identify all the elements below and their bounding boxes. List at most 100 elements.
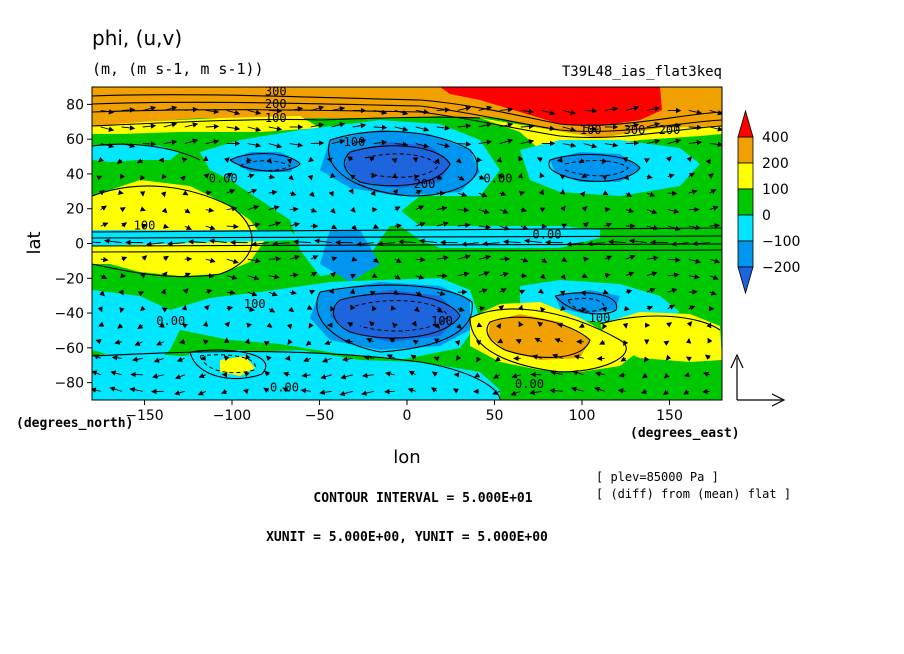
wind-vector — [604, 206, 611, 213]
colorbar-label: 200 — [762, 156, 789, 172]
wind-vector — [517, 304, 523, 311]
wind-vector — [142, 105, 157, 112]
wind-vector — [562, 142, 577, 148]
wind-vector — [398, 239, 416, 245]
wind-vector — [394, 126, 409, 132]
wind-vector — [121, 125, 136, 131]
wind-vector — [247, 173, 255, 179]
wind-vector — [289, 190, 297, 197]
wind-vector — [624, 305, 630, 312]
wind-vector — [578, 322, 585, 328]
wind-vector — [329, 207, 336, 214]
filled-region — [320, 230, 380, 282]
wind-vector — [377, 240, 395, 247]
wind-vector — [100, 109, 115, 115]
wind-vector — [667, 122, 682, 129]
wind-vector — [433, 356, 440, 362]
wind-vector — [604, 272, 611, 279]
wind-vector — [602, 289, 609, 295]
reference-vector — [730, 353, 786, 407]
wind-vector — [289, 222, 301, 228]
wind-vector — [455, 157, 462, 164]
wind-vector — [539, 172, 545, 179]
wind-vector — [436, 107, 451, 113]
wind-vector — [247, 142, 262, 148]
wind-vector — [184, 208, 191, 214]
wind-vector — [579, 191, 586, 198]
wind-vector — [161, 271, 168, 278]
wind-vector — [288, 174, 294, 181]
wind-vector — [306, 304, 313, 310]
wind-vector — [181, 156, 188, 163]
wind-vector — [646, 191, 656, 197]
wind-vector — [331, 122, 346, 128]
wind-vector — [268, 273, 280, 280]
y-tick-label: 0 — [75, 237, 84, 253]
wind-vector — [520, 139, 535, 145]
wind-vector — [538, 189, 544, 196]
wind-vector — [452, 388, 459, 394]
wind-vector — [540, 306, 546, 313]
wind-vector — [560, 205, 566, 212]
wind-vector — [163, 122, 178, 128]
wind-vector — [366, 338, 374, 344]
wind-vector — [646, 106, 661, 112]
filled-region — [92, 144, 180, 162]
wind-vector — [394, 141, 409, 148]
wind-vector — [303, 356, 311, 362]
wind-vector — [136, 158, 143, 164]
wind-vector — [557, 322, 563, 328]
wind-vector — [641, 373, 648, 379]
wind-vector — [226, 110, 241, 116]
colorbar-label: −100 — [762, 234, 800, 250]
wind-vector — [549, 387, 563, 394]
wind-vector — [226, 258, 239, 264]
colorbar-label: 100 — [762, 182, 789, 198]
wind-vector — [162, 255, 169, 262]
wind-vector — [415, 221, 426, 228]
wind-vector — [394, 274, 401, 280]
contour-line — [92, 185, 253, 278]
note-plev: [ plev=85000 Pa ] — [596, 470, 719, 484]
wind-vector — [412, 339, 419, 346]
wind-vector — [268, 108, 283, 114]
wind-vector — [118, 289, 124, 296]
wind-vector — [205, 289, 213, 295]
wind-vector — [499, 225, 510, 231]
wind-vector — [347, 322, 354, 328]
wind-vector — [554, 338, 563, 344]
wind-vector — [510, 390, 521, 396]
wind-vector — [578, 158, 585, 164]
wind-vector — [623, 174, 630, 181]
x-tick-label: 50 — [486, 408, 504, 424]
wind-vector — [604, 222, 612, 228]
wind-vector — [371, 272, 378, 278]
wind-vector — [617, 388, 626, 394]
wind-vector — [100, 222, 109, 228]
wind-vector — [559, 174, 566, 180]
wind-vector — [289, 106, 304, 112]
wind-vector — [370, 189, 376, 197]
wind-vector — [209, 238, 227, 244]
wind-vector — [688, 109, 703, 115]
wind-vector — [552, 353, 563, 359]
wind-vector — [245, 353, 251, 360]
wind-vector — [431, 371, 438, 377]
wind-vector — [562, 126, 577, 132]
wind-vector — [188, 239, 206, 245]
wind-vector — [109, 386, 122, 392]
wind-vector — [408, 370, 416, 376]
wind-vector — [618, 372, 626, 378]
wind-vector — [100, 256, 109, 263]
wind-vector — [363, 354, 374, 361]
wind-vector — [457, 175, 465, 181]
wind-vector — [203, 173, 210, 179]
wind-vector — [371, 172, 377, 179]
y-tick-label: 80 — [66, 97, 84, 113]
wind-vector — [322, 357, 332, 363]
wind-vector — [492, 389, 500, 395]
contour-label: 100 — [431, 314, 453, 328]
wind-vector — [474, 372, 481, 378]
wind-vector — [349, 174, 356, 180]
wind-vector — [499, 288, 507, 294]
